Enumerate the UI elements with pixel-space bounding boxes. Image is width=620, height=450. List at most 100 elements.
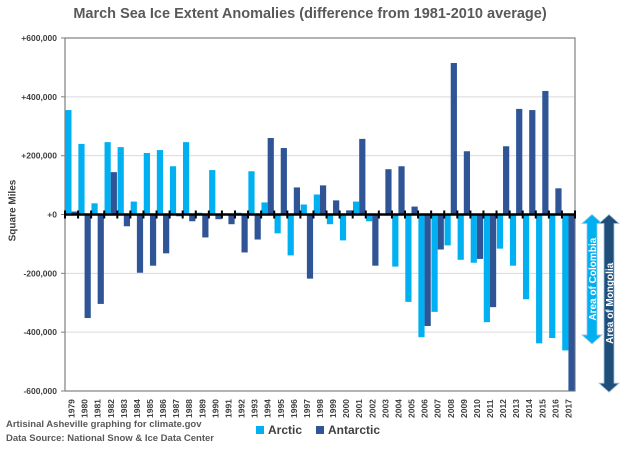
bar-arctic-2005 (405, 214, 412, 302)
bar-arctic-1983 (117, 147, 124, 215)
bar-antarctic-1986 (163, 214, 170, 254)
bar-arctic-1997 (300, 204, 307, 215)
bar-antarctic-1980 (84, 214, 91, 319)
annotation-label: Area of Mongolia (605, 262, 616, 344)
x-tick-label: 1979 (67, 399, 77, 418)
x-tick-label: 1991 (223, 399, 233, 418)
x-tick-label: 1982 (106, 399, 116, 418)
x-tick-label: 2005 (407, 399, 417, 418)
x-tick-label: 1996 (289, 399, 299, 418)
bar-arctic-2008 (444, 214, 451, 246)
arctic-swatch (256, 426, 264, 434)
bar-arctic-1995 (274, 214, 281, 234)
bar-arctic-2001 (352, 201, 360, 215)
bar-antarctic-2007 (437, 214, 444, 250)
bar-arctic-1984 (130, 201, 137, 215)
y-tick-label: +600,000 (21, 33, 57, 43)
bar-antarctic-2011 (489, 214, 497, 308)
bar-antarctic-2006 (424, 214, 431, 326)
bar-antarctic-1995 (280, 148, 287, 215)
bar-arctic-1986 (156, 150, 164, 215)
x-tick-label: 2009 (459, 399, 469, 418)
bar-antarctic-1999 (333, 200, 340, 215)
bar-antarctic-1979 (71, 211, 78, 215)
bar-arctic-1988 (182, 142, 190, 215)
bar-antarctic-2010 (476, 214, 484, 259)
bar-arctic-1980 (78, 143, 85, 215)
y-tick-label: +400,000 (21, 92, 57, 102)
bar-arctic-2013 (509, 214, 517, 266)
legend-label: Antarctic (328, 423, 381, 437)
x-tick-label: 2013 (511, 399, 521, 418)
x-tick-label: 1992 (237, 399, 247, 418)
bar-arctic-2015 (536, 214, 543, 344)
x-tick-label: 2016 (550, 399, 560, 418)
y-tick-label: -600,000 (23, 386, 57, 396)
bar-antarctic-1996 (293, 187, 301, 215)
legend-item-arctic[interactable]: Arctic (256, 423, 302, 437)
x-tick-label: 1990 (210, 399, 220, 418)
bar-antarctic-2002 (372, 214, 379, 266)
bar-arctic-2010 (470, 214, 477, 263)
x-tick-label: 1997 (302, 399, 312, 418)
bar-antarctic-1984 (136, 214, 144, 273)
x-tick-label: 2010 (472, 399, 482, 418)
bar-antarctic-2008 (450, 63, 457, 215)
bar-antarctic-1993 (254, 214, 261, 240)
x-tick-label: 2001 (354, 399, 364, 418)
x-tick-label: 2002 (367, 399, 377, 418)
bar-arctic-1985 (143, 153, 150, 215)
bar-arctic-1987 (169, 166, 177, 215)
bar-antarctic-1981 (97, 214, 104, 304)
bar-arctic-2017 (562, 214, 569, 351)
x-tick-label: 1989 (197, 399, 207, 418)
legend-label: Arctic (268, 423, 303, 437)
bar-antarctic-1983 (123, 214, 131, 227)
annotation-arrow-mongolia (597, 213, 620, 393)
y-tick-label: +0 (47, 210, 57, 220)
bar-arctic-2016 (549, 214, 556, 339)
x-tick-label: 2012 (498, 399, 508, 418)
bar-antarctic-1982 (110, 172, 117, 215)
x-tick-label: 1999 (328, 399, 338, 418)
bar-arctic-1982 (104, 142, 111, 215)
x-tick-label: 2000 (341, 399, 351, 418)
bar-arctic-1979 (65, 110, 72, 215)
chart-title: March Sea Ice Extent Anomalies (differen… (73, 6, 547, 22)
bar-antarctic-2004 (398, 166, 405, 215)
x-tick-label: 2015 (537, 399, 547, 418)
x-tick-label: 1981 (93, 399, 103, 418)
bar-antarctic-2012 (503, 146, 510, 215)
x-tick-label: 2007 (433, 399, 443, 418)
bar-arctic-1994 (261, 202, 268, 215)
x-tick-label: 2008 (446, 399, 456, 418)
bar-antarctic-1991 (228, 214, 235, 225)
bar-arctic-2006 (418, 214, 425, 338)
y-tick-label: -200,000 (23, 268, 57, 278)
legend-item-antarctic[interactable]: Antarctic (316, 423, 380, 437)
bar-antarctic-1989 (202, 214, 209, 238)
legend: Arctic Antarctic (256, 423, 380, 437)
source-text: Data Source: National Snow & Ice Data Ce… (6, 433, 214, 444)
bar-antarctic-1992 (241, 214, 248, 253)
x-tick-label: 1994 (263, 399, 273, 418)
bar-arctic-2007 (431, 214, 438, 312)
x-tick-label: 1988 (184, 399, 194, 418)
bar-arctic-1998 (313, 194, 320, 215)
bar-antarctic-1988 (189, 214, 196, 222)
bar-antarctic-2000 (346, 210, 353, 215)
bar-arctic-2004 (392, 214, 399, 267)
x-tick-label: 2011 (485, 399, 495, 418)
x-tick-label: 2017 (563, 399, 573, 418)
annotation-label: Area of Colombia (588, 237, 599, 320)
bar-arctic-2009 (457, 214, 464, 260)
x-tick-label: 1993 (250, 399, 260, 418)
antarctic-swatch (316, 426, 325, 434)
x-tick-label: 1983 (119, 399, 129, 418)
y-tick-label: -400,000 (23, 327, 57, 337)
x-tick-label: 1987 (171, 399, 181, 418)
bar-antarctic-1997 (306, 214, 314, 279)
bar-antarctic-2009 (463, 151, 471, 215)
bar-antarctic-2013 (516, 108, 523, 215)
